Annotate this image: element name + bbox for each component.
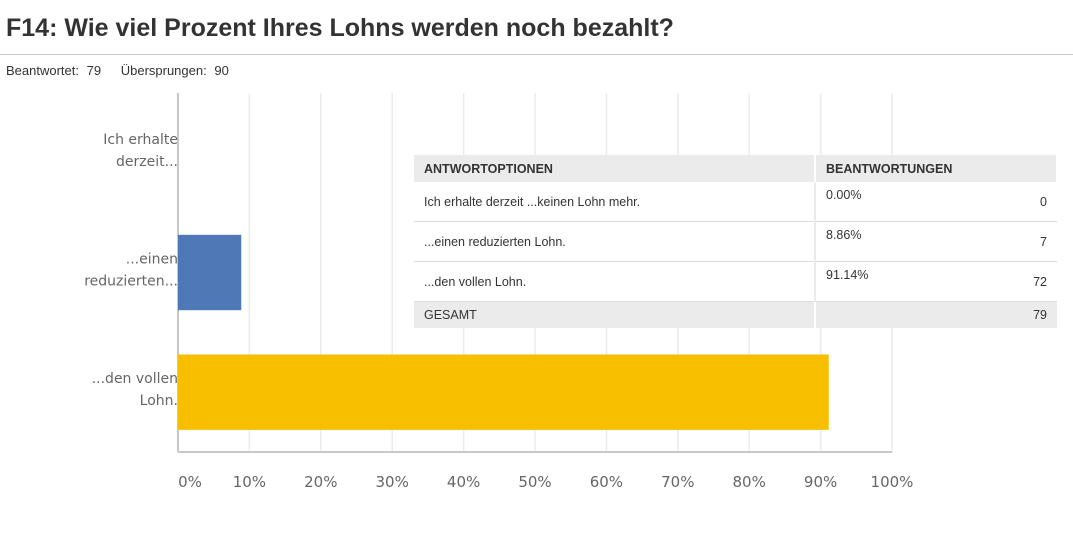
x-tick-label: 10% [233,473,266,491]
x-tick-label: 0% [178,473,202,491]
category-label: Lohn. [140,393,178,409]
table-row: ...einen reduzierten Lohn. 8.86% 7 [414,221,1057,262]
bar [178,354,829,430]
question-title: F14: Wie viel Prozent Ihres Lohns werden… [6,14,674,42]
results-table: ANTWORTOPTIONEN BEANTWORTUNGEN Ich erhal… [414,155,1058,328]
category-label: ...den vollen [92,371,178,387]
x-tick-label: 20% [304,473,337,491]
total-label: GESAMT [414,301,815,328]
response-stats: Beantwortet: 79 Übersprungen: 90 [6,63,233,78]
option-label: ...einen reduzierten Lohn. [414,221,815,262]
x-tick-label: 80% [733,473,766,491]
option-percent: 8.86% [814,221,973,262]
x-tick-label: 30% [376,473,409,491]
total-row: GESAMT 79 [414,301,1057,328]
x-tick-label: 60% [590,473,623,491]
total-spacer [814,301,973,328]
x-tick-label: 90% [804,473,837,491]
title-divider [0,54,1073,55]
category-label: Ich erhalte [103,132,178,148]
option-count: 7 [972,221,1057,262]
bar [178,234,242,311]
answered-label: Beantwortet: [6,63,79,78]
x-tick-label: 50% [518,473,551,491]
option-count: 0 [972,182,1057,222]
table-row: Ich erhalte derzeit ...keinen Lohn mehr.… [414,182,1057,222]
option-count: 72 [972,261,1057,302]
category-label: ...einen [126,252,178,268]
option-label: Ich erhalte derzeit ...keinen Lohn mehr. [414,182,815,222]
category-label: reduzierten... [84,274,178,290]
skipped-count: 90 [214,63,229,78]
option-percent: 0.00% [814,182,973,222]
header-responses: BEANTWORTUNGEN [815,155,1058,182]
option-percent: 91.14% [814,261,973,302]
category-label: derzeit... [116,154,178,170]
x-tick-label: 70% [661,473,694,491]
skipped-label: Übersprungen: [120,63,207,78]
x-tick-label: 100% [871,473,914,491]
total-count: 79 [972,301,1057,328]
table-row: ...den vollen Lohn. 91.14% 72 [414,261,1057,302]
header-options: ANTWORTOPTIONEN [414,155,816,182]
answered-count: 79 [86,63,102,78]
option-label: ...den vollen Lohn. [414,261,815,302]
x-tick-label: 40% [447,473,480,491]
